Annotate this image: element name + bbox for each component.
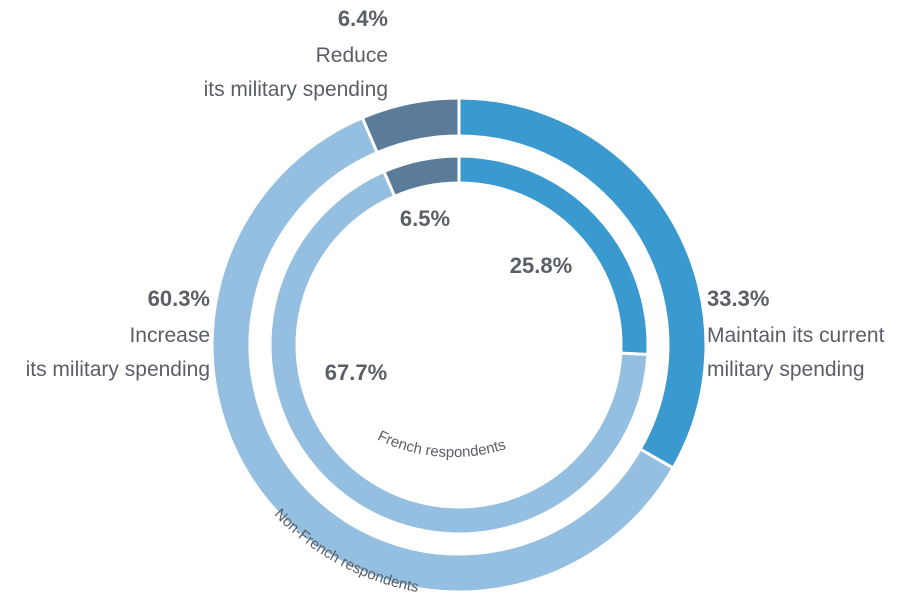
inner-reduce-pct: 6.5% [400, 206, 450, 231]
increase-label-line1: Increase [129, 324, 210, 347]
reduce-label-line1: Reduce [316, 44, 388, 67]
inner-maintain-pct: 25.8% [510, 253, 572, 278]
inner-slice-increase [268, 169, 650, 536]
inner-slice-reduce [381, 154, 461, 199]
inner-ring-french [268, 154, 650, 536]
maintain-label-line1: Maintain its current [707, 324, 885, 347]
outer-slice-increase [210, 115, 676, 594]
outer-ring-non-french [210, 96, 708, 594]
outer-increase-pct: 60.3% [148, 286, 210, 311]
outer-reduce-pct: 6.4% [338, 6, 388, 31]
outer-slice-maintain [457, 96, 708, 471]
reduce-label-line2: its military spending [204, 78, 388, 101]
maintain-label-line2: military spending [707, 358, 865, 381]
increase-label-line2: its military spending [26, 358, 210, 381]
inner-ring-label: French respondents [375, 427, 508, 461]
outer-slice-reduce [360, 96, 461, 155]
outer-maintain-pct: 33.3% [707, 286, 769, 311]
inner-increase-pct: 67.7% [325, 360, 387, 385]
